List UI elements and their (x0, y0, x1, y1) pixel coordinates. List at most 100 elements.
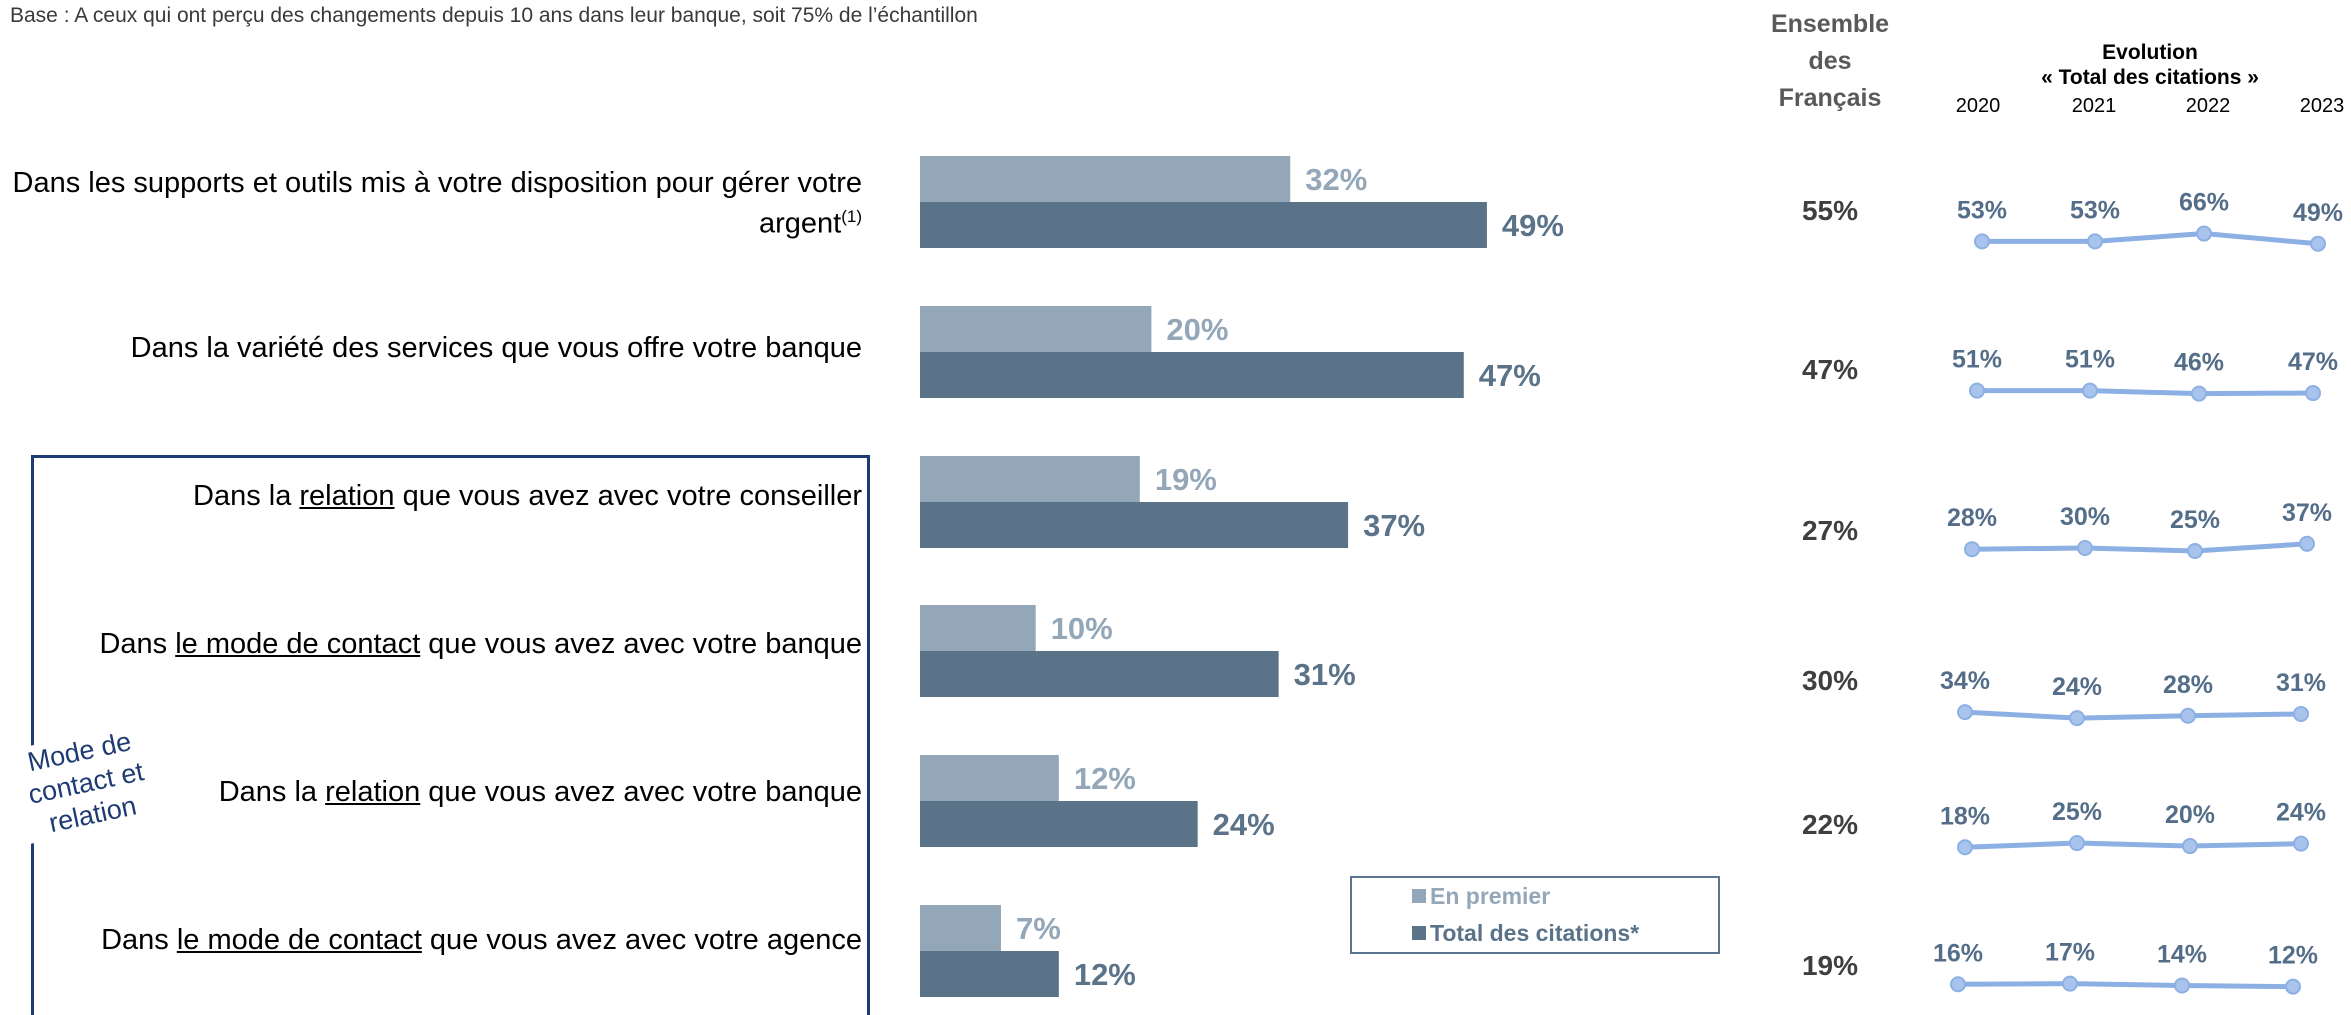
legend: En premier Total des citations* (1350, 876, 1720, 954)
legend-item-total: Total des citations* (1412, 920, 1639, 947)
category-underlined: relation (325, 776, 421, 808)
bar-en-premier (920, 905, 1001, 951)
category-label: Dans le mode de contact que vous avez av… (2, 923, 862, 957)
bar-en-premier (920, 306, 1152, 352)
category-label: Dans le mode de contact que vous avez av… (2, 627, 862, 661)
evolution-line (1971, 541, 2308, 554)
evolution-line (1964, 840, 2302, 850)
bar-total-citations (920, 202, 1487, 248)
bar-label-total-citations: 49% (1502, 208, 1564, 243)
bar-label-total-citations: 24% (1213, 807, 1275, 842)
evolution-point (2069, 835, 2085, 852)
category-text: Dans la variété des services que vous of… (130, 332, 862, 364)
evolution-point-label: 16% (1933, 939, 1983, 967)
group-box (31, 455, 870, 1015)
evolution-point-label: 47% (2288, 348, 2338, 376)
evolution-point (1950, 976, 1966, 993)
bar-total-citations (920, 951, 1059, 997)
evolution-point (2069, 710, 2085, 727)
bar-label-total-citations: 31% (1294, 657, 1356, 692)
legend-swatch (1412, 889, 1426, 903)
evolution-line (1977, 388, 2314, 397)
bar-total-citations (920, 352, 1464, 398)
category-text: Dans la (218, 776, 326, 808)
bar-label-total-citations: 12% (1074, 957, 1136, 992)
evolution-line (1982, 231, 2319, 247)
evolution-point-label: 24% (2052, 673, 2102, 701)
ensemble-value: 47% (1801, 354, 1859, 385)
evolution-point (2062, 975, 2078, 992)
legend-label: Total des citations* (1430, 920, 1640, 946)
bar-label-en-premier: 20% (1166, 312, 1228, 347)
category-text: que vous avez avec votre conseiller (394, 480, 862, 512)
bar-label-en-premier: 10% (1051, 611, 1113, 646)
evolution-point (2087, 233, 2103, 250)
evolution-point-label: 66% (2179, 189, 2229, 217)
bar-label-total-citations: 37% (1363, 508, 1425, 543)
evolution-point (2082, 382, 2098, 399)
ensemble-header: Ensemble des Français (1770, 6, 1890, 117)
evolution-header-line: Evolution (2102, 41, 2198, 64)
evolution-point (1974, 233, 1990, 250)
category-underlined: relation (299, 480, 395, 512)
evolution-point-label: 12% (2268, 942, 2318, 970)
evolution-point (1969, 382, 1985, 399)
bar-label-en-premier: 19% (1155, 462, 1217, 497)
evolution-point-label: 28% (1947, 504, 1997, 532)
year-label: 2021 (2071, 95, 2117, 117)
evolution-point-label: 34% (1940, 667, 1990, 695)
bar-en-premier (920, 456, 1140, 502)
evolution-point-label: 51% (2065, 346, 2115, 374)
evolution-point (2191, 385, 2207, 402)
ensemble-value: 19% (1801, 950, 1859, 981)
evolution-point (1957, 839, 1973, 856)
evolution-header: Evolution « Total des citations » (1990, 40, 2310, 90)
ensemble-value: 55% (1801, 195, 1859, 226)
category-text: Dans (101, 924, 177, 956)
evolution-point-label: 30% (2060, 503, 2110, 531)
evolution-point (1964, 541, 1980, 558)
evolution-point (2299, 535, 2315, 552)
evolution-point-label: 28% (2163, 671, 2213, 699)
category-text: Dans la (193, 480, 300, 512)
evolution-point (2196, 225, 2212, 242)
legend-swatch (1412, 926, 1426, 940)
evolution-point-label: 25% (2170, 506, 2220, 534)
bar-total-citations (920, 502, 1349, 548)
category-text: que vous avez avec votre banque (420, 776, 862, 808)
bar-label-total-citations: 47% (1479, 358, 1541, 393)
evolution-point-label: 37% (2282, 499, 2332, 527)
category-text: que vous avez avec votre banque (420, 628, 862, 660)
bar-en-premier (920, 605, 1036, 651)
evolution-point-label: 18% (1940, 802, 1990, 830)
base-note: Base : A ceux qui ont perçu des changeme… (10, 4, 978, 27)
evolution-point-label: 51% (1952, 346, 2002, 374)
ensemble-value: 27% (1801, 515, 1859, 546)
evolution-line (1957, 981, 2294, 990)
bar-total-citations (920, 801, 1198, 847)
legend-item-en-premier: En premier (1412, 883, 1550, 910)
category-underlined: le mode de contact (176, 924, 422, 956)
evolution-point (2285, 978, 2301, 995)
ensemble-value: 30% (1801, 665, 1859, 696)
bar-total-citations (920, 651, 1279, 697)
evolution-point-label: 14% (2157, 940, 2207, 968)
ensemble-value: 22% (1801, 809, 1859, 840)
year-label: 2022 (2185, 95, 2231, 117)
evolution-point (2310, 235, 2326, 252)
year-label: 2023 (2299, 95, 2345, 117)
legend-label: En premier (1430, 883, 1551, 909)
bar-label-en-premier: 32% (1305, 162, 1367, 197)
evolution-point (2180, 707, 2196, 724)
ensemble-header-line: Français (1778, 84, 1882, 112)
category-text: que vous avez avec votre agence (421, 924, 862, 956)
category-label: Dans la relation que vous avez avec votr… (2, 775, 862, 809)
evolution-point-label: 17% (2045, 939, 2095, 967)
bar-label-en-premier: 7% (1016, 911, 1061, 946)
evolution-point (2182, 838, 2198, 855)
evolution-point-label: 49% (2293, 199, 2343, 227)
evolution-point (2293, 835, 2309, 852)
bar-en-premier (920, 755, 1059, 801)
evolution-point-label: 25% (2052, 798, 2102, 826)
